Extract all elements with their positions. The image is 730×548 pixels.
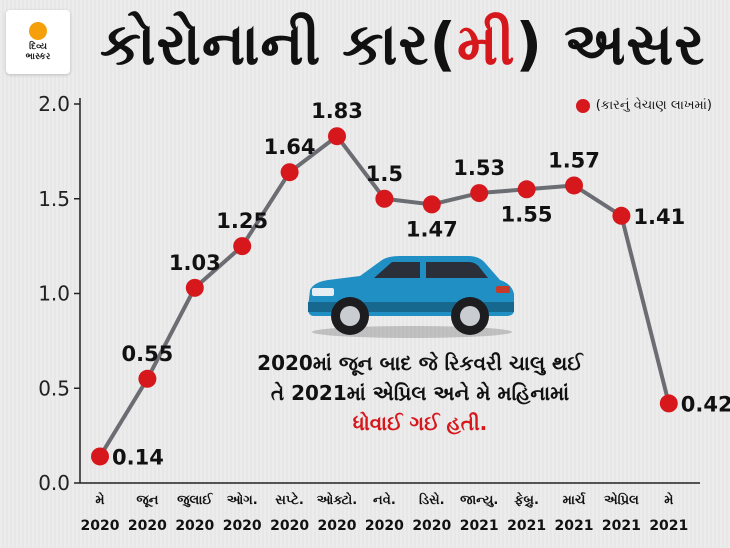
data-point: [328, 127, 346, 146]
data-point: [565, 176, 583, 195]
x-tick-label-year: 2020: [270, 518, 309, 534]
x-tick-label-year: 2020: [223, 518, 262, 534]
y-tick-label: 2.0: [38, 92, 70, 116]
x-tick-label-month: ઓક્ટો.: [317, 491, 357, 508]
data-point: [138, 369, 157, 388]
y-tick-label: 1.5: [38, 187, 70, 211]
data-label: 1.64: [264, 135, 316, 159]
data-label: 1.47: [406, 217, 458, 241]
x-tick-label-month: એપ્રિલ: [604, 491, 639, 508]
annotation-line-2: તે 2021માં એપ્રિલ અને મે મહિનામાં: [270, 381, 570, 405]
logo-line-1: દિવ્ય: [29, 42, 47, 52]
x-tick-label-year: 2020: [318, 518, 357, 534]
annotation: 2020માં જૂન બાદ જે રિકવરી ચાલુ થઈ તે 202…: [210, 348, 630, 438]
y-tick-label: 0.5: [38, 376, 70, 400]
x-tick-label-month: જુલાઈ: [177, 491, 213, 508]
x-tick-label-month: ડિસે.: [419, 491, 445, 508]
x-tick-label-year: 2020: [128, 518, 167, 534]
title-highlight: મી: [457, 10, 516, 78]
data-label: 1.25: [216, 209, 268, 233]
x-tick-label-year: 2020: [175, 518, 214, 534]
x-tick-label-month: જાન્યુ.: [460, 493, 498, 508]
data-label: 0.55: [121, 342, 173, 366]
x-tick-label-year: 2020: [412, 518, 451, 534]
x-tick-label-month: મે: [95, 491, 104, 508]
legend: (કારનું વેચાણ લાખમાં): [575, 98, 712, 113]
data-label: 1.41: [633, 205, 685, 229]
data-label: 1.53: [453, 156, 505, 180]
x-tick-label-year: 2021: [507, 518, 546, 534]
data-label: 1.57: [548, 148, 600, 172]
data-point: [470, 184, 489, 203]
car-icon: [308, 256, 514, 338]
annotation-line-3: ધોવાઈ ગઈ હતી.: [352, 411, 488, 435]
data-point: [517, 180, 536, 199]
x-tick-label-year: 2021: [649, 518, 688, 534]
data-label: 1.03: [169, 251, 221, 275]
title-part-1: કોરોનાની કાર(: [100, 10, 457, 78]
sun-icon: [29, 22, 47, 40]
x-tick-label-year: 2021: [602, 518, 641, 534]
data-point: [185, 278, 204, 297]
legend-label: (કારનું વેચાણ લાખમાં): [595, 98, 712, 113]
x-tick-label-month: ફેબ્રુ.: [514, 491, 539, 509]
title-part-2: ) અસર: [515, 10, 706, 78]
x-tick-label-month: નવે.: [373, 491, 396, 508]
data-point: [612, 206, 631, 225]
x-tick-label-month: જૂન: [136, 493, 158, 509]
data-point: [233, 237, 252, 256]
annotation-line-1: 2020માં જૂન બાદ જે રિકવરી ચાલુ થઈ: [257, 351, 583, 375]
data-point: [91, 447, 109, 466]
x-tick-label-month: સપ્ટે.: [275, 491, 303, 508]
logo-line-2: ભાસ્કર: [25, 52, 51, 62]
x-tick-label-month: ઓગ.: [227, 491, 258, 508]
data-point: [375, 189, 394, 208]
x-tick-label-year: 2021: [555, 518, 594, 534]
x-tick-label-month: માર્ચ: [563, 491, 587, 508]
y-tick-label: 0.0: [38, 471, 70, 495]
data-label: 0.42: [681, 392, 730, 416]
data-label: 0.14: [112, 445, 164, 469]
x-tick-label-month: મે: [664, 491, 673, 508]
y-tick-label: 1.0: [38, 282, 70, 306]
legend-marker: [575, 98, 590, 113]
data-point: [280, 163, 299, 182]
chart-title: કોરોનાની કાર(મી) અસર: [100, 2, 704, 86]
data-label: 1.55: [501, 202, 553, 226]
data-label: 1.83: [311, 99, 363, 123]
data-label: 1.5: [366, 162, 403, 186]
x-tick-label-year: 2021: [460, 518, 499, 534]
x-tick-label-year: 2020: [365, 518, 404, 534]
x-tick-label-year: 2020: [81, 518, 120, 534]
brand-logo: દિવ્ય ભાસ્કર: [6, 10, 70, 74]
data-point: [422, 195, 441, 214]
data-point: [659, 394, 678, 413]
